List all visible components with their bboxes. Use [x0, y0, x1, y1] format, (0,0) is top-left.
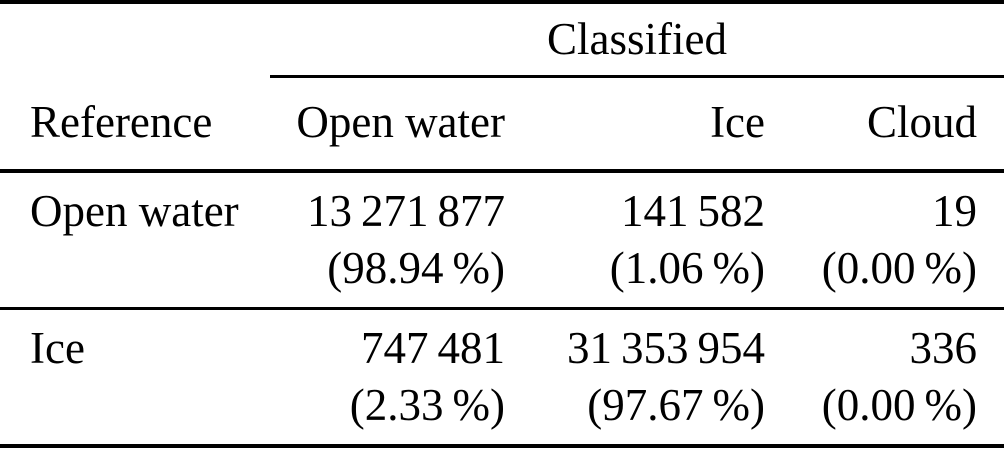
table-row-ice: Ice 747 481 (2.33 %) 31 353 954 (97.67 %…	[0, 309, 1004, 447]
row-label-open-water: Open water	[0, 171, 270, 310]
column-header-row: Reference Open water Ice Cloud	[0, 76, 1004, 173]
cell-percent: (0.00 %)	[821, 243, 977, 293]
row-label-ice: Ice	[30, 323, 85, 373]
reference-column-header: Reference	[0, 76, 270, 173]
classified-spanner-label: Classified	[270, 2, 1004, 78]
cell-openwater-cloud: 19 (0.00 %)	[773, 171, 1004, 310]
cell-count: 13 271 877	[306, 186, 505, 236]
cell-count: 747 481	[360, 323, 505, 373]
cell-percent: (97.67 %)	[587, 380, 765, 430]
column-header-cloud: Cloud	[773, 76, 1004, 173]
spanner-row: Classified	[0, 2, 1004, 78]
cell-percent: (0.00 %)	[821, 380, 977, 430]
spanner-empty-cell	[0, 2, 270, 77]
column-header-ice: Ice	[513, 76, 773, 173]
cell-percent: (2.33 %)	[349, 380, 505, 430]
cell-ice-openwater: 747 481 (2.33 %)	[270, 309, 513, 447]
cell-openwater-ice: 141 582 (1.06 %)	[513, 171, 773, 310]
cell-count: 31 353 954	[566, 323, 765, 373]
cell-percent: (98.94 %)	[327, 243, 505, 293]
cell-count: 19	[932, 186, 977, 236]
column-header-open-water: Open water	[270, 76, 513, 173]
table-row-open-water: Open water 13 271 877 (98.94 %) 141 582 …	[0, 171, 1004, 310]
cell-count: 336	[909, 323, 978, 373]
cell-count: 141 582	[620, 186, 765, 236]
cell-percent: (1.06 %)	[609, 243, 765, 293]
cell-ice-ice: 31 353 954 (97.67 %)	[513, 309, 773, 447]
cell-openwater-openwater: 13 271 877 (98.94 %)	[270, 171, 513, 310]
cell-ice-cloud: 336 (0.00 %)	[773, 309, 1004, 447]
